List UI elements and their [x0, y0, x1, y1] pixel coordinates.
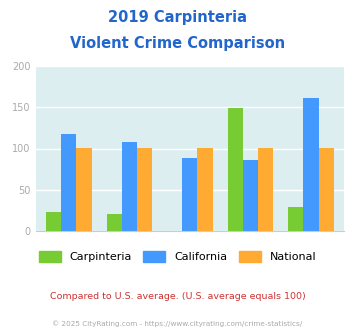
Bar	[76, 148, 92, 231]
Legend: Carpinteria, California, National: Carpinteria, California, National	[34, 247, 321, 267]
Bar	[304, 98, 319, 231]
Bar	[122, 142, 137, 231]
Text: © 2025 CityRating.com - https://www.cityrating.com/crime-statistics/: © 2025 CityRating.com - https://www.city…	[53, 320, 302, 327]
Bar	[106, 214, 122, 231]
Bar	[228, 108, 243, 231]
Bar	[46, 212, 61, 231]
Bar	[197, 148, 213, 231]
Bar	[243, 160, 258, 231]
Bar	[258, 148, 273, 231]
Bar	[137, 148, 152, 231]
Bar	[288, 207, 304, 231]
Text: 2019 Carpinteria: 2019 Carpinteria	[108, 10, 247, 25]
Text: Compared to U.S. average. (U.S. average equals 100): Compared to U.S. average. (U.S. average …	[50, 292, 305, 301]
Text: Violent Crime Comparison: Violent Crime Comparison	[70, 36, 285, 51]
Bar	[61, 134, 76, 231]
Bar	[182, 158, 197, 231]
Bar	[319, 148, 334, 231]
